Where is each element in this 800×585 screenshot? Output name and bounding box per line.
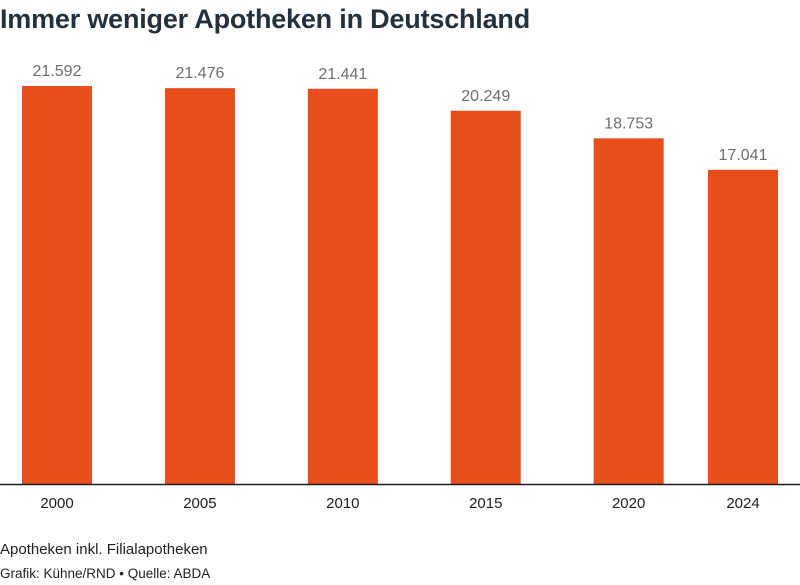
bar-2015 bbox=[450, 110, 521, 484]
bar-chart: 21.592 21.476 21.441 20.249 18.753 17.041 200… bbox=[0, 63, 800, 512]
x-tick-label-2015: 2015 bbox=[469, 495, 502, 512]
bar-2024 bbox=[708, 169, 778, 484]
x-tick-label-2010: 2010 bbox=[326, 495, 359, 512]
chart-title: Immer weniger Apotheken in Deutschland bbox=[0, 4, 531, 34]
value-label-2010: 21.441 bbox=[318, 66, 367, 83]
value-label-2015: 20.249 bbox=[461, 88, 510, 105]
x-tick-labels-group: 2000 2005 2010 2015 2020 2024 bbox=[40, 495, 759, 512]
value-label-2005: 21.476 bbox=[175, 65, 224, 82]
bar-2020 bbox=[593, 138, 664, 485]
x-tick-label-2005: 2005 bbox=[183, 495, 216, 512]
bar-2010 bbox=[307, 88, 378, 484]
value-label-2020: 18.753 bbox=[604, 115, 653, 132]
value-label-2000: 21.592 bbox=[33, 63, 82, 80]
value-label-2024: 17.041 bbox=[719, 147, 768, 164]
chart-credit: Grafik: Kühne/RND • Quelle: ABDA bbox=[0, 566, 211, 581]
bars-group bbox=[22, 86, 778, 485]
x-tick-label-2020: 2020 bbox=[612, 495, 645, 512]
bar-2000 bbox=[22, 86, 92, 484]
value-labels-group: 21.592 21.476 21.441 20.249 18.753 17.041 bbox=[33, 63, 768, 164]
x-tick-label-2000: 2000 bbox=[40, 495, 73, 512]
bar-2005 bbox=[164, 88, 235, 485]
x-tick-label-2024: 2024 bbox=[726, 495, 759, 512]
chart-note: Apotheken inkl. Filialapotheken bbox=[0, 541, 208, 558]
